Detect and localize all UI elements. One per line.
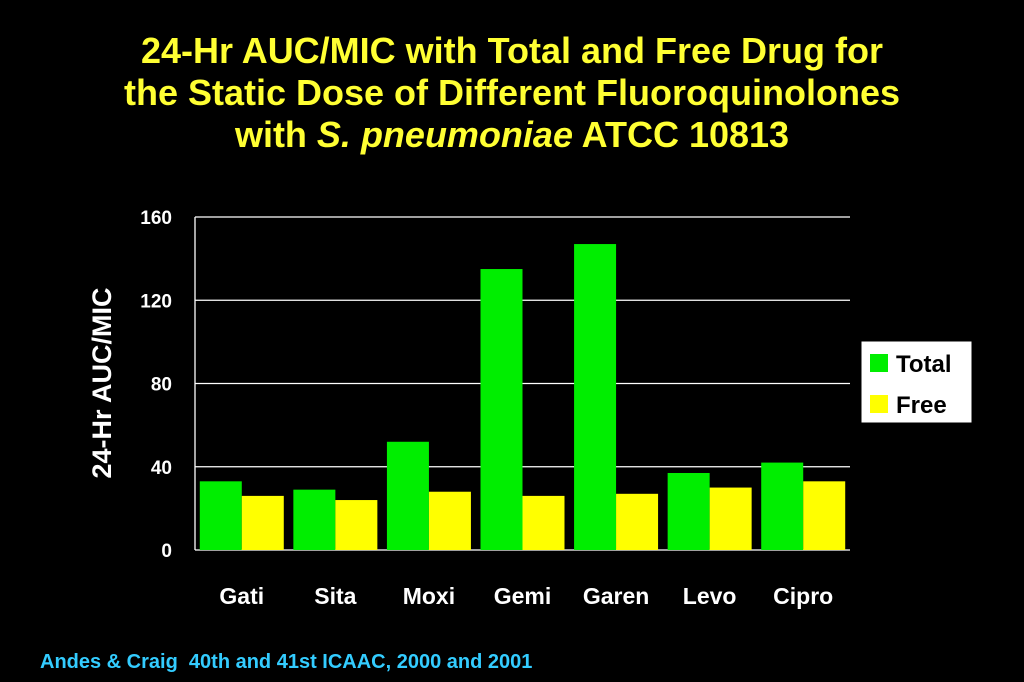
x-category-label-cipro: Cipro bbox=[773, 583, 833, 609]
bar-free-sita bbox=[335, 500, 378, 550]
y-tick-label-0: 0 bbox=[161, 541, 172, 562]
bar-total-cipro bbox=[761, 462, 804, 550]
bar-total-gati bbox=[199, 481, 242, 550]
bar-free-gemi bbox=[522, 495, 565, 550]
legend: Total Free bbox=[860, 340, 973, 424]
title-line-2: the Static Dose of Different Fluoroquino… bbox=[123, 72, 901, 113]
bars bbox=[199, 244, 846, 550]
legend-swatch-free bbox=[870, 395, 888, 413]
bar-free-moxi bbox=[428, 491, 471, 550]
bar-free-gati bbox=[241, 495, 284, 550]
bar-total-gemi bbox=[480, 269, 523, 550]
bar-total-garen bbox=[574, 244, 617, 550]
bar-total-levo bbox=[667, 472, 710, 550]
x-category-label-moxi: Moxi bbox=[403, 583, 455, 609]
title-line-3-suffix: ATCC 10813 bbox=[572, 114, 790, 155]
bar-free-garen bbox=[616, 493, 659, 550]
bar-total-sita bbox=[293, 489, 336, 550]
y-tick-label-160: 160 bbox=[140, 208, 172, 229]
legend-swatch-total bbox=[870, 354, 888, 372]
x-category-label-gati: Gati bbox=[219, 583, 264, 609]
y-axis-ticks: 0 40 80 120 160 bbox=[140, 208, 172, 562]
y-tick-label-80: 80 bbox=[151, 375, 172, 396]
bar-total-moxi bbox=[386, 441, 429, 550]
title-organism: S. pneumoniae bbox=[316, 114, 573, 155]
bar-free-levo bbox=[709, 487, 752, 550]
x-axis-categories: Gati Sita Moxi Gemi Garen Levo Cipro bbox=[219, 583, 833, 609]
y-tick-label-40: 40 bbox=[151, 458, 172, 479]
citation-footer: Andes & Craig 40th and 41st ICAAC, 2000 … bbox=[40, 651, 533, 673]
x-category-label-gemi: Gemi bbox=[494, 583, 552, 609]
title-line-3-prefix: with bbox=[234, 114, 317, 155]
x-category-label-sita: Sita bbox=[314, 583, 356, 609]
y-tick-label-120: 120 bbox=[140, 291, 172, 312]
x-category-label-garen: Garen bbox=[583, 583, 649, 609]
x-category-label-levo: Levo bbox=[683, 583, 737, 609]
title-line-1: 24-Hr AUC/MIC with Total and Free Drug f… bbox=[140, 30, 884, 71]
y-axis-label: 24-Hr AUC/MIC bbox=[87, 287, 117, 478]
legend-label-total: Total bbox=[896, 351, 952, 378]
title-line-3: with S. pneumoniae ATCC 10813 bbox=[0, 114, 1024, 156]
legend-label-free: Free bbox=[896, 392, 947, 419]
chart-title: 24-Hr AUC/MIC with Total and Free Drug f… bbox=[0, 30, 1024, 156]
bar-free-cipro bbox=[803, 481, 846, 550]
